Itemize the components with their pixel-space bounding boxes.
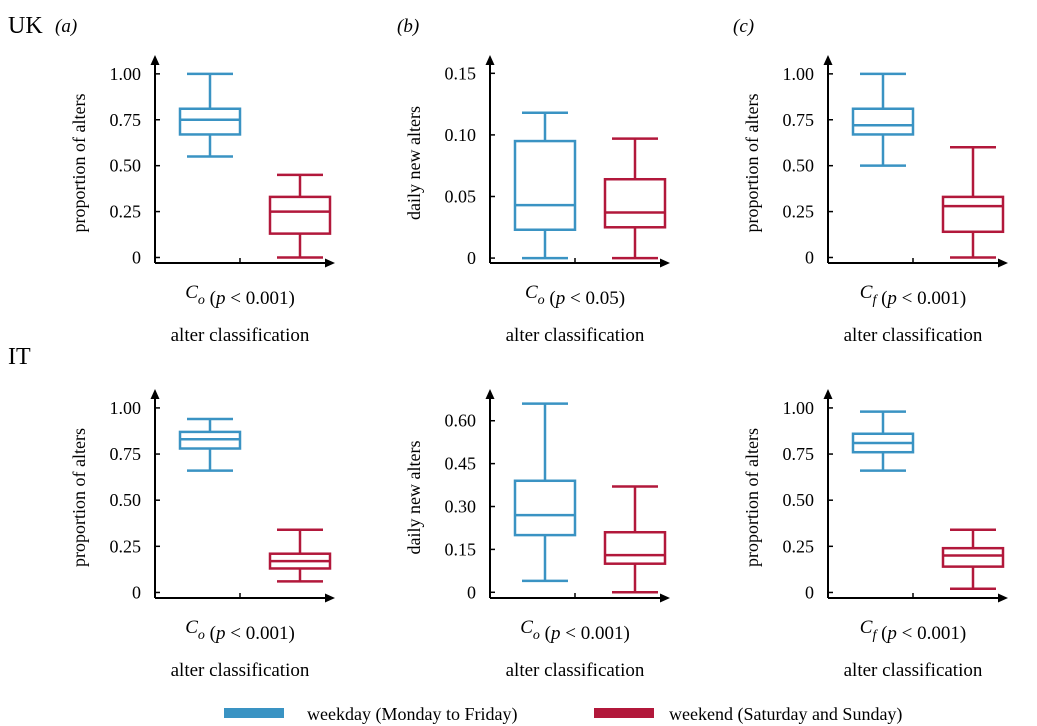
x-axis-arrow-icon: [325, 593, 335, 603]
box-weekend: [941, 146, 1005, 259]
x-axis-label: alter classification: [844, 325, 983, 346]
box-weekday: [178, 417, 242, 472]
box-weekend: [268, 528, 332, 583]
box-weekend: [941, 528, 1005, 591]
x-category-label: Cf (p < 0.001): [860, 282, 966, 309]
y-axis-arrow-icon: [823, 389, 833, 399]
x-axis-label: alter classification: [171, 660, 310, 681]
x-category-label: Co (p < 0.001): [185, 282, 295, 309]
legend-swatch-weekend: [594, 708, 654, 718]
panel-it-1: 0 0.25 0.50 0.75 1.00 proportion of alters Co …: [69, 389, 335, 681]
panel-label-c: (c): [733, 16, 754, 37]
y-axis-arrow-icon: [150, 389, 160, 399]
y-tick-label: 0.25: [783, 202, 815, 222]
y-axis-label: daily new alters: [404, 441, 424, 555]
row-label-uk: UK: [8, 13, 43, 39]
y-axis-arrow-icon: [485, 55, 495, 65]
iqr-box: [268, 195, 332, 235]
iqr-box: [941, 546, 1005, 568]
y-tick-label: 0.75: [783, 110, 815, 130]
panel-label-b: (b): [397, 16, 419, 37]
y-axis-label: proportion of alters: [69, 428, 89, 567]
panel-uk-1: 0 0.25 0.50 0.75 1.00 proportion of alters Co …: [69, 55, 335, 346]
box-weekday: [513, 111, 577, 260]
y-tick-label: 0.05: [445, 186, 477, 206]
box-weekend: [603, 485, 667, 594]
y-tick-label: 0.75: [110, 110, 142, 130]
x-axis-label: alter classification: [506, 325, 645, 346]
x-axis-arrow-icon: [325, 258, 335, 268]
panel-uk-3: 0 0.25 0.50 0.75 1.00 proportion of alters Cf …: [742, 55, 1008, 346]
x-axis-label: alter classification: [171, 325, 310, 346]
y-axis-arrow-icon: [150, 55, 160, 65]
y-tick-label: 0.75: [783, 444, 815, 464]
y-tick-label: 0.15: [445, 539, 477, 559]
y-axis-arrow-icon: [485, 389, 495, 399]
legend-label-weekend: weekend (Saturday and Sunday): [669, 704, 902, 725]
y-tick-label: 0.25: [783, 536, 815, 556]
box-weekday: [178, 72, 242, 158]
y-tick-label: 0: [132, 582, 141, 602]
box-weekend: [268, 173, 332, 259]
legend-swatch-weekday: [224, 708, 284, 718]
y-tick-label: 0: [805, 247, 814, 267]
panel-label-a: (a): [55, 16, 77, 37]
box-weekday: [851, 410, 915, 472]
x-category-label: Co (p < 0.05): [525, 282, 625, 309]
row-label-it: IT: [8, 344, 31, 370]
iqr-box: [603, 530, 667, 565]
y-axis-arrow-icon: [823, 55, 833, 65]
x-axis-label: alter classification: [506, 660, 645, 681]
y-tick-label: 0.30: [445, 497, 477, 517]
legend: weekday (Monday to Friday) weekend (Satu…: [224, 704, 902, 725]
y-tick-label: 0.10: [445, 125, 477, 145]
y-tick-label: 0.50: [110, 490, 142, 510]
y-axis-label: proportion of alters: [742, 428, 762, 567]
y-tick-label: 0.50: [783, 156, 815, 176]
iqr-box: [851, 107, 915, 136]
y-tick-label: 0.60: [445, 411, 477, 431]
x-category-label: Co (p < 0.001): [185, 617, 295, 644]
y-axis-label: proportion of alters: [742, 94, 762, 233]
panel-uk-2: 0 0.05 0.10 0.15 daily new alters Co (p < 0.0…: [404, 55, 670, 346]
x-axis-arrow-icon: [998, 593, 1008, 603]
y-tick-label: 0: [467, 248, 476, 268]
y-tick-label: 0.45: [445, 454, 477, 474]
x-category-label: Co (p < 0.001): [520, 617, 630, 644]
panel-it-3: 0 0.25 0.50 0.75 1.00 proportion of alters Cf …: [742, 389, 1008, 681]
y-tick-label: 1.00: [783, 398, 815, 418]
y-tick-label: 0.25: [110, 536, 142, 556]
iqr-box: [513, 139, 577, 231]
iqr-box: [941, 195, 1005, 234]
y-tick-label: 0.15: [445, 63, 477, 83]
y-tick-label: 0.75: [110, 444, 142, 464]
panel-it-2: 0 0.15 0.30 0.45 0.60 daily new alters Co (p <…: [404, 389, 670, 681]
x-axis-arrow-icon: [660, 593, 670, 603]
x-axis-arrow-icon: [660, 258, 670, 268]
x-axis-arrow-icon: [998, 258, 1008, 268]
y-tick-label: 0.50: [783, 490, 815, 510]
y-tick-label: 0.25: [110, 202, 142, 222]
y-tick-label: 1.00: [783, 64, 815, 84]
x-axis-label: alter classification: [844, 660, 983, 681]
y-tick-label: 1.00: [110, 64, 142, 84]
iqr-box: [513, 479, 577, 537]
y-tick-label: 0: [805, 582, 814, 602]
iqr-box: [178, 107, 242, 136]
x-category-label: Cf (p < 0.001): [860, 617, 966, 644]
y-axis-label: proportion of alters: [69, 94, 89, 233]
box-weekday: [513, 402, 577, 583]
legend-label-weekday: weekday (Monday to Friday): [307, 704, 517, 725]
box-weekend: [603, 137, 667, 260]
y-tick-label: 0: [467, 582, 476, 602]
y-tick-label: 0: [132, 247, 141, 267]
iqr-box: [603, 177, 667, 229]
y-tick-label: 0.50: [110, 156, 142, 176]
y-axis-label: daily new alters: [404, 106, 424, 220]
box-weekday: [851, 72, 915, 167]
y-tick-label: 1.00: [110, 398, 142, 418]
